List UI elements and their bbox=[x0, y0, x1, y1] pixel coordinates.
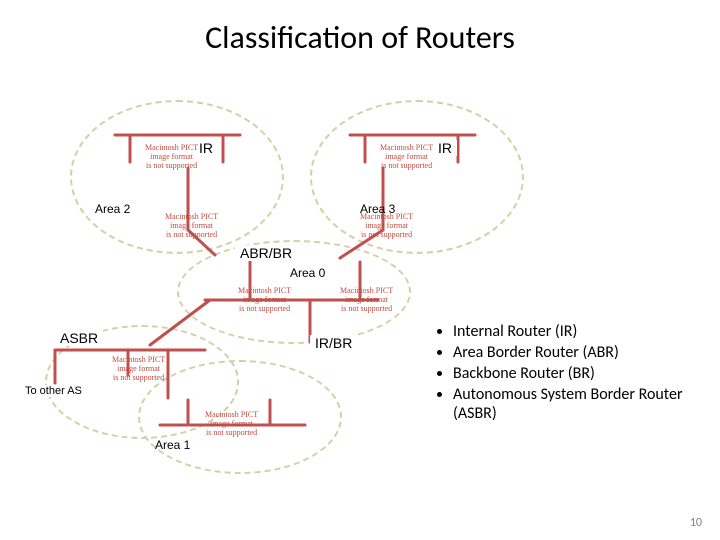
area-label-area0: Area 0 bbox=[290, 266, 325, 280]
page-number: 10 bbox=[690, 516, 702, 530]
link bbox=[150, 300, 210, 345]
bullet-item: Internal Router (IR) bbox=[453, 322, 710, 341]
bullet-item: Autonomous System Border Router (ASBR) bbox=[453, 385, 710, 423]
pict-placeholder: Macintosh PICT image format is not suppo… bbox=[340, 286, 393, 313]
router-type-list: Internal Router (IR) Area Border Router (… bbox=[435, 320, 710, 425]
router-label-ir-br: IR/BR bbox=[310, 335, 357, 351]
bullet-item: Backbone Router (BR) bbox=[453, 364, 710, 383]
pict-placeholder: Macintosh PICT image format is not suppo… bbox=[360, 212, 413, 239]
pict-placeholder: Macintosh PICT image format is not suppo… bbox=[238, 286, 291, 313]
router-label-abr-br: ABR/BR bbox=[235, 245, 297, 261]
router-label-ir-right: IR bbox=[433, 140, 457, 156]
pict-placeholder: Macintosh PICT image format is not suppo… bbox=[380, 143, 433, 170]
area-label-area2: Area 2 bbox=[95, 202, 130, 216]
area-label-area1: Area 1 bbox=[155, 438, 190, 452]
router-label-to-as: To other AS bbox=[20, 385, 87, 397]
bullet-item: Area Border Router (ABR) bbox=[453, 343, 710, 362]
router-label-asbr: ASBR bbox=[55, 330, 103, 346]
pict-placeholder: Macintosh PICT image format is not suppo… bbox=[112, 355, 165, 382]
pict-placeholder: Macintosh PICT image format is not suppo… bbox=[165, 212, 218, 239]
network-links bbox=[0, 0, 720, 540]
pict-placeholder: Macintosh PICT image format is not suppo… bbox=[205, 410, 258, 437]
pict-placeholder: Macintosh PICT image format is not suppo… bbox=[145, 143, 198, 170]
